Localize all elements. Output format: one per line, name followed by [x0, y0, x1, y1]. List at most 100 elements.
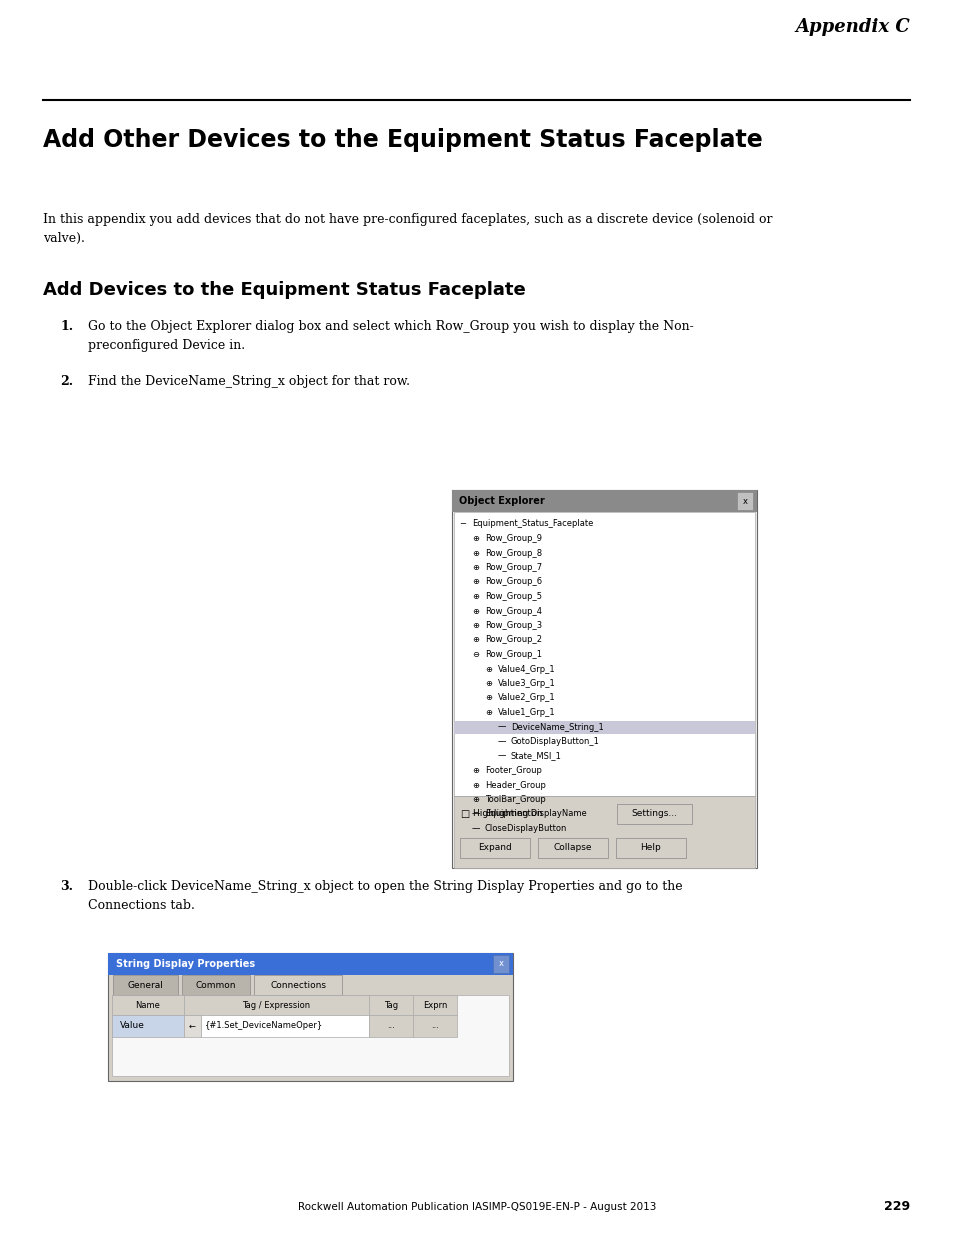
Text: General: General: [128, 981, 163, 989]
Text: Collapse: Collapse: [553, 844, 592, 852]
Text: Highlighting on: Highlighting on: [473, 809, 542, 819]
Text: In this appendix you add devices that do not have pre-configured faceplates, suc: In this appendix you add devices that do…: [43, 212, 772, 245]
Text: ⊕: ⊕: [472, 636, 478, 645]
Bar: [454, 720, 754, 734]
Text: Go to the Object Explorer dialog box and select which Row_Group you wish to disp: Go to the Object Explorer dialog box and…: [88, 320, 693, 352]
Text: ⊕: ⊕: [484, 679, 492, 688]
Text: Help: Help: [640, 844, 660, 852]
Bar: [413, 1015, 456, 1037]
Text: −: −: [458, 520, 465, 529]
Text: 229: 229: [882, 1200, 909, 1214]
Text: Object Explorer: Object Explorer: [458, 496, 544, 506]
Text: ...: ...: [431, 1021, 438, 1030]
Bar: [459, 839, 530, 858]
Text: Value: Value: [120, 1021, 145, 1030]
Bar: [253, 974, 341, 995]
Bar: [737, 492, 752, 510]
Bar: [537, 839, 607, 858]
Text: 2.: 2.: [60, 375, 73, 388]
Text: Row_Group_5: Row_Group_5: [484, 592, 541, 601]
Text: Settings...: Settings...: [631, 809, 677, 819]
Text: Header_Group: Header_Group: [484, 781, 545, 789]
Text: Connections: Connections: [270, 981, 326, 989]
Bar: [452, 490, 757, 513]
Text: ⊕: ⊕: [472, 592, 478, 601]
Text: {#1.Set_DeviceNameOper}: {#1.Set_DeviceNameOper}: [205, 1021, 323, 1030]
Bar: [112, 995, 184, 1015]
Text: Tag: Tag: [383, 1000, 397, 1009]
Text: Add Other Devices to the Equipment Status Faceplate: Add Other Devices to the Equipment Statu…: [43, 128, 762, 152]
Text: ⊕: ⊕: [484, 694, 492, 703]
Text: ⊖: ⊖: [472, 650, 478, 659]
Text: Value1_Grp_1: Value1_Grp_1: [497, 708, 555, 718]
Text: Exprn: Exprn: [422, 1000, 447, 1009]
Text: —: —: [472, 824, 480, 832]
Bar: [369, 995, 413, 1015]
Text: ⊕: ⊕: [472, 795, 478, 804]
Text: Name: Name: [135, 1000, 160, 1009]
Text: Appendix C: Appendix C: [795, 19, 909, 36]
Text: Row_Group_4: Row_Group_4: [484, 606, 541, 615]
Text: Value2_Grp_1: Value2_Grp_1: [497, 694, 555, 703]
Bar: [201, 1015, 369, 1037]
Bar: [493, 955, 509, 973]
Text: ⊕: ⊕: [472, 534, 478, 543]
Text: —: —: [472, 809, 480, 819]
Bar: [617, 804, 691, 824]
Text: x: x: [498, 960, 503, 968]
Text: Value4_Grp_1: Value4_Grp_1: [497, 664, 555, 673]
Text: Row_Group_8: Row_Group_8: [484, 548, 541, 557]
Text: Footer_Group: Footer_Group: [484, 766, 541, 776]
Bar: [184, 1015, 201, 1037]
Text: Row_Group_7: Row_Group_7: [484, 563, 541, 572]
Text: ⊕: ⊕: [472, 781, 478, 789]
Text: Row_Group_9: Row_Group_9: [484, 534, 541, 543]
Text: ⊕: ⊕: [472, 621, 478, 630]
Bar: [369, 1015, 413, 1037]
Text: GotoDisplayButton_1: GotoDisplayButton_1: [511, 737, 599, 746]
Text: Row_Group_3: Row_Group_3: [484, 621, 541, 630]
Text: Rockwell Automation Publication IASIMP-QS019E-EN-P - August 2013: Rockwell Automation Publication IASIMP-Q…: [297, 1202, 656, 1212]
Text: —: —: [497, 737, 506, 746]
Text: Find the DeviceName_String_x object for that row.: Find the DeviceName_String_x object for …: [88, 375, 410, 388]
Text: Row_Group_6: Row_Group_6: [484, 578, 541, 587]
Text: String Display Properties: String Display Properties: [116, 960, 254, 969]
Bar: [413, 995, 456, 1015]
Bar: [112, 995, 509, 1076]
Bar: [182, 974, 250, 995]
Text: Double-click DeviceName_String_x object to open the String Display Properties an: Double-click DeviceName_String_x object …: [88, 881, 682, 911]
Bar: [108, 953, 513, 974]
Text: x: x: [741, 496, 747, 505]
Text: State_MSI_1: State_MSI_1: [511, 752, 561, 761]
Text: 1.: 1.: [60, 320, 73, 333]
Text: —: —: [497, 722, 506, 731]
Text: Value3_Grp_1: Value3_Grp_1: [497, 679, 556, 688]
Text: CloseDisplayButton: CloseDisplayButton: [484, 824, 567, 832]
Text: ⊕: ⊕: [484, 708, 492, 718]
Bar: [112, 1015, 184, 1037]
Text: ⊕: ⊕: [472, 578, 478, 587]
Text: Expand: Expand: [477, 844, 512, 852]
Text: ⊕: ⊕: [472, 563, 478, 572]
Text: Equipment_Status_Faceplate: Equipment_Status_Faceplate: [472, 520, 593, 529]
Text: Add Devices to the Equipment Status Faceplate: Add Devices to the Equipment Status Face…: [43, 282, 525, 299]
Bar: [108, 953, 513, 1081]
Text: Row_Group_1: Row_Group_1: [484, 650, 541, 659]
Text: ⊕: ⊕: [484, 664, 492, 673]
Text: □: □: [459, 809, 469, 819]
Bar: [616, 839, 685, 858]
Bar: [454, 797, 754, 868]
Text: ⊕: ⊕: [472, 548, 478, 557]
Text: —: —: [497, 752, 506, 761]
Text: ←: ←: [189, 1021, 195, 1030]
Text: 3.: 3.: [60, 881, 73, 893]
Text: Tag / Expression: Tag / Expression: [242, 1000, 311, 1009]
Text: ⊕: ⊕: [472, 606, 478, 615]
Bar: [184, 995, 369, 1015]
Bar: [454, 513, 754, 797]
Text: Row_Group_2: Row_Group_2: [484, 636, 541, 645]
Bar: [452, 490, 757, 868]
Text: ⊕: ⊕: [472, 766, 478, 776]
Text: ...: ...: [387, 1021, 395, 1030]
Text: ToolBar_Group: ToolBar_Group: [484, 795, 545, 804]
